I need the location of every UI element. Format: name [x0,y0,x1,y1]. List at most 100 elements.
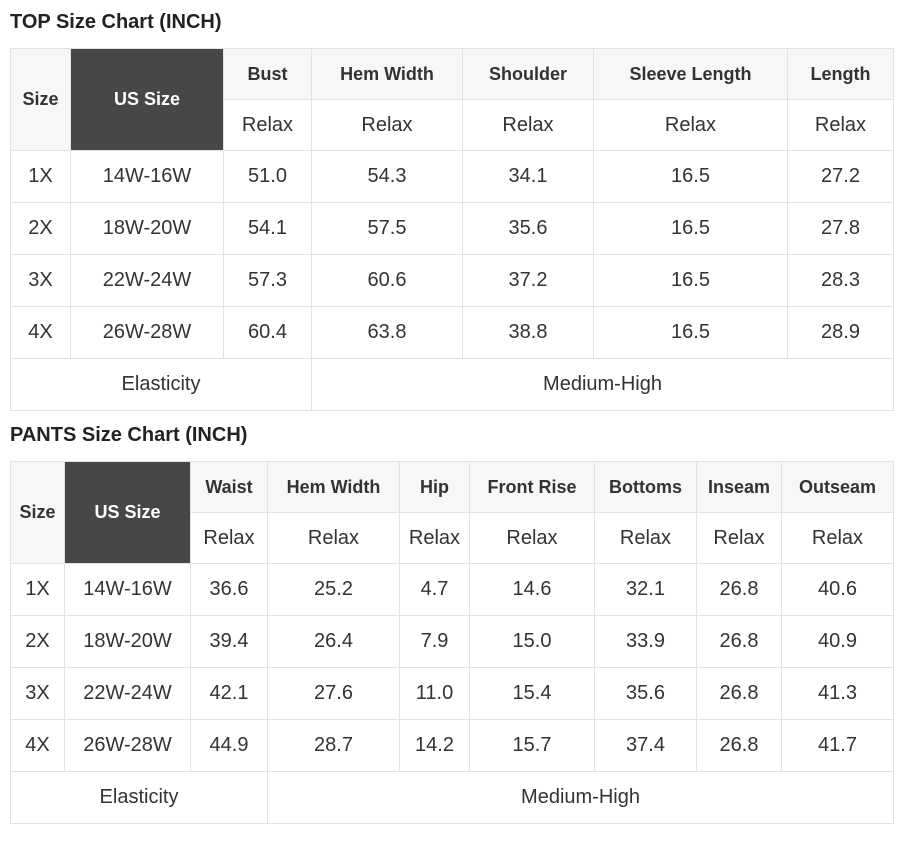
measurement-cell-bust: 60.4 [223,306,312,359]
measurement-cell-hip: 14.2 [399,719,470,772]
us-size-column-header: US Size [70,48,224,151]
measurement-cell-front-rise: 14.6 [469,563,595,616]
measurement-cell-hem-width: 26.4 [267,615,400,668]
size-value-cell: 3X [10,667,65,720]
measurement-cell-length: 27.2 [787,150,894,203]
fit-type-cell-length: Relax [787,99,894,151]
measurement-cell-bottoms: 33.9 [594,615,697,668]
fit-type-cell-inseam: Relax [696,512,782,564]
fit-type-row: Relax Relax Relax Relax Relax Relax Relax [11,512,894,564]
us-size-value-cell: 22W-24W [70,254,224,307]
column-header-front-rise: Front Rise [469,461,595,513]
size-row-4x: 4X 26W-28W 60.4 63.8 38.8 16.5 28.9 [10,306,894,359]
measurement-cell-hem-width: 57.5 [311,202,463,255]
measurement-cell-bust: 54.1 [223,202,312,255]
column-header-hem-width: Hem Width [311,48,463,100]
fit-type-cell-outseam: Relax [781,512,894,564]
fit-type-cell-waist: Relax [190,512,268,564]
size-value-cell: 4X [10,719,65,772]
measurement-cell-front-rise: 15.4 [469,667,595,720]
us-size-value-cell: 14W-16W [64,563,191,616]
column-header-hip: Hip [399,461,470,513]
elasticity-row: Elasticity Medium-High [10,358,894,411]
measurement-cell-length: 27.8 [787,202,894,255]
elasticity-label-cell: Elasticity [10,771,268,824]
measurement-cell-shoulder: 34.1 [462,150,594,203]
size-row-4x: 4X 26W-28W 44.9 28.7 14.2 15.7 37.4 26.8 41.7 [10,719,894,772]
fit-type-cell-front-rise: Relax [469,512,595,564]
us-size-value-cell: 18W-20W [70,202,224,255]
header-row: Size US Size Bust Hem Width Shoulder Sleeve L… [10,48,894,151]
fit-type-cell-hem-width: Relax [267,512,400,564]
fit-type-cell-hem-width: Relax [311,99,463,151]
fit-type-cell-shoulder: Relax [462,99,594,151]
measurement-cell-hip: 11.0 [399,667,470,720]
measurement-cell-bust: 51.0 [223,150,312,203]
pants-size-chart-table: Size US Size Waist Hem Width Hip Front Rise Bo… [10,461,894,824]
measurement-cell-length: 28.9 [787,306,894,359]
us-size-value-cell: 22W-24W [64,667,191,720]
us-size-value-cell: 14W-16W [70,150,224,203]
size-value-cell: 1X [10,150,71,203]
elasticity-row: Elasticity Medium-High [10,771,894,824]
size-value-cell: 1X [10,563,65,616]
column-header-outseam: Outseam [781,461,894,513]
column-header-length: Length [787,48,894,100]
measurement-cell-hem-width: 63.8 [311,306,463,359]
measurement-cell-hem-width: 60.6 [311,254,463,307]
measurement-cell-bust: 57.3 [223,254,312,307]
top-size-chart-title: TOP Size Chart (INCH) [10,11,222,33]
measurement-cell-front-rise: 15.0 [469,615,595,668]
measurement-cell-outseam: 40.6 [781,563,894,616]
header-row: Size US Size Waist Hem Width Hip Front Rise Bo… [10,461,894,564]
measurement-cell-outseam: 41.7 [781,719,894,772]
measurement-cell-inseam: 26.8 [696,719,782,772]
fit-type-cell-sleeve-length: Relax [593,99,788,151]
measurement-cell-outseam: 41.3 [781,667,894,720]
measurement-cell-sleeve-length: 16.5 [593,202,788,255]
size-row-3x: 3X 22W-24W 57.3 60.6 37.2 16.5 28.3 [10,254,894,307]
size-value-cell: 2X [10,202,71,255]
size-row-2x: 2X 18W-20W 54.1 57.5 35.6 16.5 27.8 [10,202,894,255]
size-value-cell: 2X [10,615,65,668]
fit-type-cell-bust: Relax [223,99,312,151]
measurement-cell-bottoms: 35.6 [594,667,697,720]
measurement-cell-outseam: 40.9 [781,615,894,668]
measurement-cell-shoulder: 37.2 [462,254,594,307]
top-size-chart-section: TOP Size Chart (INCH) Size US Size Bust Hem… [10,11,894,411]
column-header-sleeve-length: Sleeve Length [593,48,788,100]
measurement-cell-hem-width: 25.2 [267,563,400,616]
size-column-header: Size [10,48,71,151]
measurement-cell-hip: 7.9 [399,615,470,668]
measurement-cell-inseam: 26.8 [696,615,782,668]
elasticity-label-cell: Elasticity [10,358,312,411]
us-size-value-cell: 26W-28W [70,306,224,359]
column-header-bust: Bust [223,48,312,100]
elasticity-value-cell: Medium-High [267,771,894,824]
us-size-column-header: US Size [64,461,191,564]
fit-type-row: Relax Relax Relax Relax Relax [11,99,894,151]
measurement-cell-front-rise: 15.7 [469,719,595,772]
measurement-cell-hem-width: 54.3 [311,150,463,203]
us-size-value-cell: 26W-28W [64,719,191,772]
size-row-3x: 3X 22W-24W 42.1 27.6 11.0 15.4 35.6 26.8 41.3 [10,667,894,720]
column-header-bottoms: Bottoms [594,461,697,513]
pants-size-chart-section: PANTS Size Chart (INCH) Size US Size Waist… [10,424,894,824]
measurement-cell-hem-width: 27.6 [267,667,400,720]
measurement-cell-shoulder: 38.8 [462,306,594,359]
measurement-cell-waist: 42.1 [190,667,268,720]
measurement-cell-waist: 44.9 [190,719,268,772]
column-header-waist: Waist [190,461,268,513]
measurement-cell-waist: 36.6 [190,563,268,616]
measurement-cell-hem-width: 28.7 [267,719,400,772]
measurement-cell-sleeve-length: 16.5 [593,306,788,359]
column-header-shoulder: Shoulder [462,48,594,100]
size-row-2x: 2X 18W-20W 39.4 26.4 7.9 15.0 33.9 26.8 40.9 [10,615,894,668]
size-row-1x: 1X 14W-16W 36.6 25.2 4.7 14.6 32.1 26.8 40.6 [10,563,894,616]
size-column-header: Size [10,461,65,564]
measurement-cell-waist: 39.4 [190,615,268,668]
measurement-cell-shoulder: 35.6 [462,202,594,255]
column-header-inseam: Inseam [696,461,782,513]
measurement-cell-sleeve-length: 16.5 [593,150,788,203]
